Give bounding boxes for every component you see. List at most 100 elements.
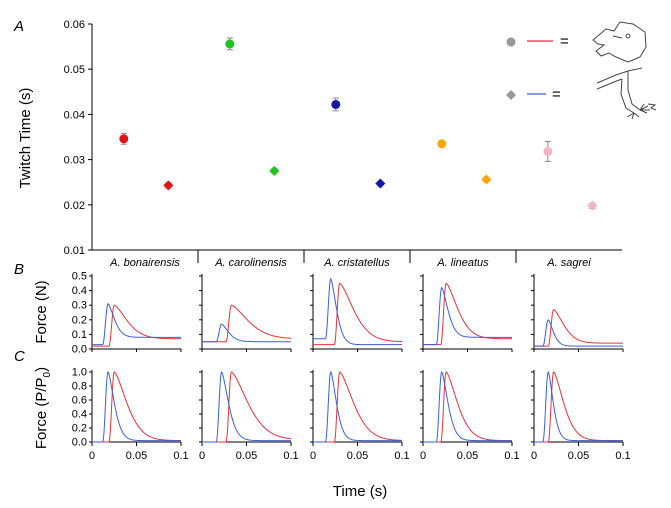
jaw-trace xyxy=(92,304,182,347)
panel-c: C Force (P/P0) 0.00.20.40.60.81.00 0.05 0.… xyxy=(14,348,631,500)
legend-equals-1: = xyxy=(560,33,569,50)
panel-a-points xyxy=(119,37,598,211)
y-tick-label: 0.4 xyxy=(72,409,87,421)
panel-a-y-tick-label: 0.05 xyxy=(64,64,85,76)
panel-a-letter: A xyxy=(13,18,24,35)
y-tick-label: 0.3 xyxy=(72,300,87,312)
data-point-circle xyxy=(119,134,129,144)
jaw-trace xyxy=(202,371,292,443)
species-label: A. bonairensis xyxy=(109,257,180,269)
subplot xyxy=(420,274,513,352)
subplot: 0.0 0.2 0.4 0.6 0.8 1.0 0 0.05 0.1 xyxy=(72,367,189,463)
subplot: 0 0.05 0.1 xyxy=(420,370,520,462)
y-tick-label: 0.2 xyxy=(72,423,87,435)
species-label: A. sagrei xyxy=(546,257,591,269)
jaw-trace xyxy=(202,304,292,343)
lizard-head-icon xyxy=(592,21,647,63)
x-tick-label: 0 xyxy=(199,450,205,462)
y-tick-label: 0.6 xyxy=(72,395,87,407)
x-tick-label: 0.05 xyxy=(347,450,368,462)
x-tick-label: 0.05 xyxy=(568,450,589,462)
y-tick-label: 0.0 xyxy=(72,344,87,356)
data-point-circle xyxy=(331,99,341,109)
panel-a-axes: 0.01 0.02 0.03 0.04 0.05 0.06 xyxy=(64,19,622,263)
x-tick-label: 0.1 xyxy=(504,450,519,462)
x-tick-label: 0.05 xyxy=(126,450,147,462)
limb-trace xyxy=(202,370,291,443)
x-tick-label: 0 xyxy=(420,450,426,462)
x-tick-label: 0 xyxy=(310,450,316,462)
data-point-diamond xyxy=(375,178,386,189)
jaw-trace xyxy=(313,371,403,443)
subplot xyxy=(531,274,624,352)
panel-a-y-tick-label: 0.03 xyxy=(64,155,85,167)
panel-b: B Force (N) 0.0 0.1 0.2 0.3 0.4 0.5 xyxy=(14,261,624,356)
panel-c-y-axis-title-close: ) xyxy=(33,367,50,372)
jaw-trace xyxy=(423,282,512,346)
y-tick-label: 0.5 xyxy=(72,271,87,283)
legend-diamond-marker xyxy=(506,90,516,100)
subplot: 0 0.05 0.1 xyxy=(199,370,299,462)
y-tick-label: 0.8 xyxy=(72,381,87,393)
x-tick-label: 0.1 xyxy=(283,450,298,462)
y-tick-label: 0.1 xyxy=(72,329,87,341)
subplot xyxy=(199,274,292,352)
x-tick-label: 0.1 xyxy=(173,450,188,462)
species-label: A. cristatellus xyxy=(323,257,390,269)
limb-trace xyxy=(92,370,181,443)
data-point-diamond xyxy=(269,165,280,176)
jaw-trace xyxy=(534,308,623,347)
panel-a-y-tick-label: 0.04 xyxy=(64,109,85,121)
data-point-diamond xyxy=(587,200,598,211)
x-tick-label: 0 xyxy=(89,450,95,462)
species-labels: A. bonairensis A. carolinensis A. cristate… xyxy=(109,257,591,269)
x-tick-label: 0.05 xyxy=(457,450,478,462)
data-point-circle xyxy=(437,139,447,149)
x-tick-label: 0 xyxy=(531,450,537,462)
panel-b-plots: 0.0 0.1 0.2 0.3 0.4 0.5 xyxy=(72,271,624,356)
limb-trace xyxy=(202,323,291,343)
limb-trace xyxy=(313,370,402,443)
panel-b-letter: B xyxy=(14,261,24,278)
jaw-trace xyxy=(313,282,403,346)
panel-c-letter: C xyxy=(14,348,25,365)
panel-c-plots: 0.00.20.40.60.81.00 0.05 0.1 0 0.05 0.1 0 0.05 0… xyxy=(72,367,631,463)
data-point-circle xyxy=(225,39,235,49)
y-tick-label: 0.4 xyxy=(72,285,87,297)
limb-trace xyxy=(534,319,623,347)
panel-c-y-axis-title-subscript: 0 xyxy=(42,371,53,377)
subplot: 0.0 0.1 0.2 0.3 0.4 0.5 xyxy=(72,271,182,356)
limb-trace xyxy=(92,302,181,346)
legend-equals-2: = xyxy=(552,86,561,103)
data-point-circle xyxy=(543,146,553,156)
x-tick-label: 0.1 xyxy=(394,450,409,462)
data-point-diamond xyxy=(481,174,492,185)
panel-a: A Twitch Time (s) 0.010.020.030.040.050.… xyxy=(13,18,657,269)
limb-trace xyxy=(313,277,402,346)
lizard-limb-icon xyxy=(596,67,657,120)
x-tick-label: 0.1 xyxy=(615,450,630,462)
panel-b-y-axis-title: Force (N) xyxy=(33,280,50,343)
subplot xyxy=(310,274,403,352)
species-label: A. carolinensis xyxy=(214,257,287,269)
subplot: 0 0.05 0.1 xyxy=(310,370,410,462)
x-axis-title: Time (s) xyxy=(333,483,387,500)
data-point-diamond xyxy=(163,180,174,191)
x-tick-label: 0.05 xyxy=(236,450,257,462)
y-tick-label: 0.0 xyxy=(72,437,87,449)
species-label: A. lineatus xyxy=(436,257,489,269)
panel-a-y-tick-label: 0.01 xyxy=(64,245,85,257)
panel-a-y-tick-label: 0.02 xyxy=(64,200,85,212)
panel-a-y-axis-title: Twitch Time (s) xyxy=(17,88,34,189)
limb-trace xyxy=(423,286,512,346)
limb-trace xyxy=(534,370,623,443)
subplot: 0 0.05 0.1 xyxy=(531,370,631,462)
panel-c-y-axis-title-main: Force (P/P xyxy=(33,377,50,449)
y-tick-label: 0.2 xyxy=(72,314,87,326)
legend: = = xyxy=(506,21,657,120)
jaw-trace xyxy=(423,371,512,443)
y-tick-label: 1.0 xyxy=(72,367,87,379)
panel-c-y-axis-title: Force (P/P0) xyxy=(33,367,53,449)
legend-circle-marker xyxy=(506,37,516,47)
